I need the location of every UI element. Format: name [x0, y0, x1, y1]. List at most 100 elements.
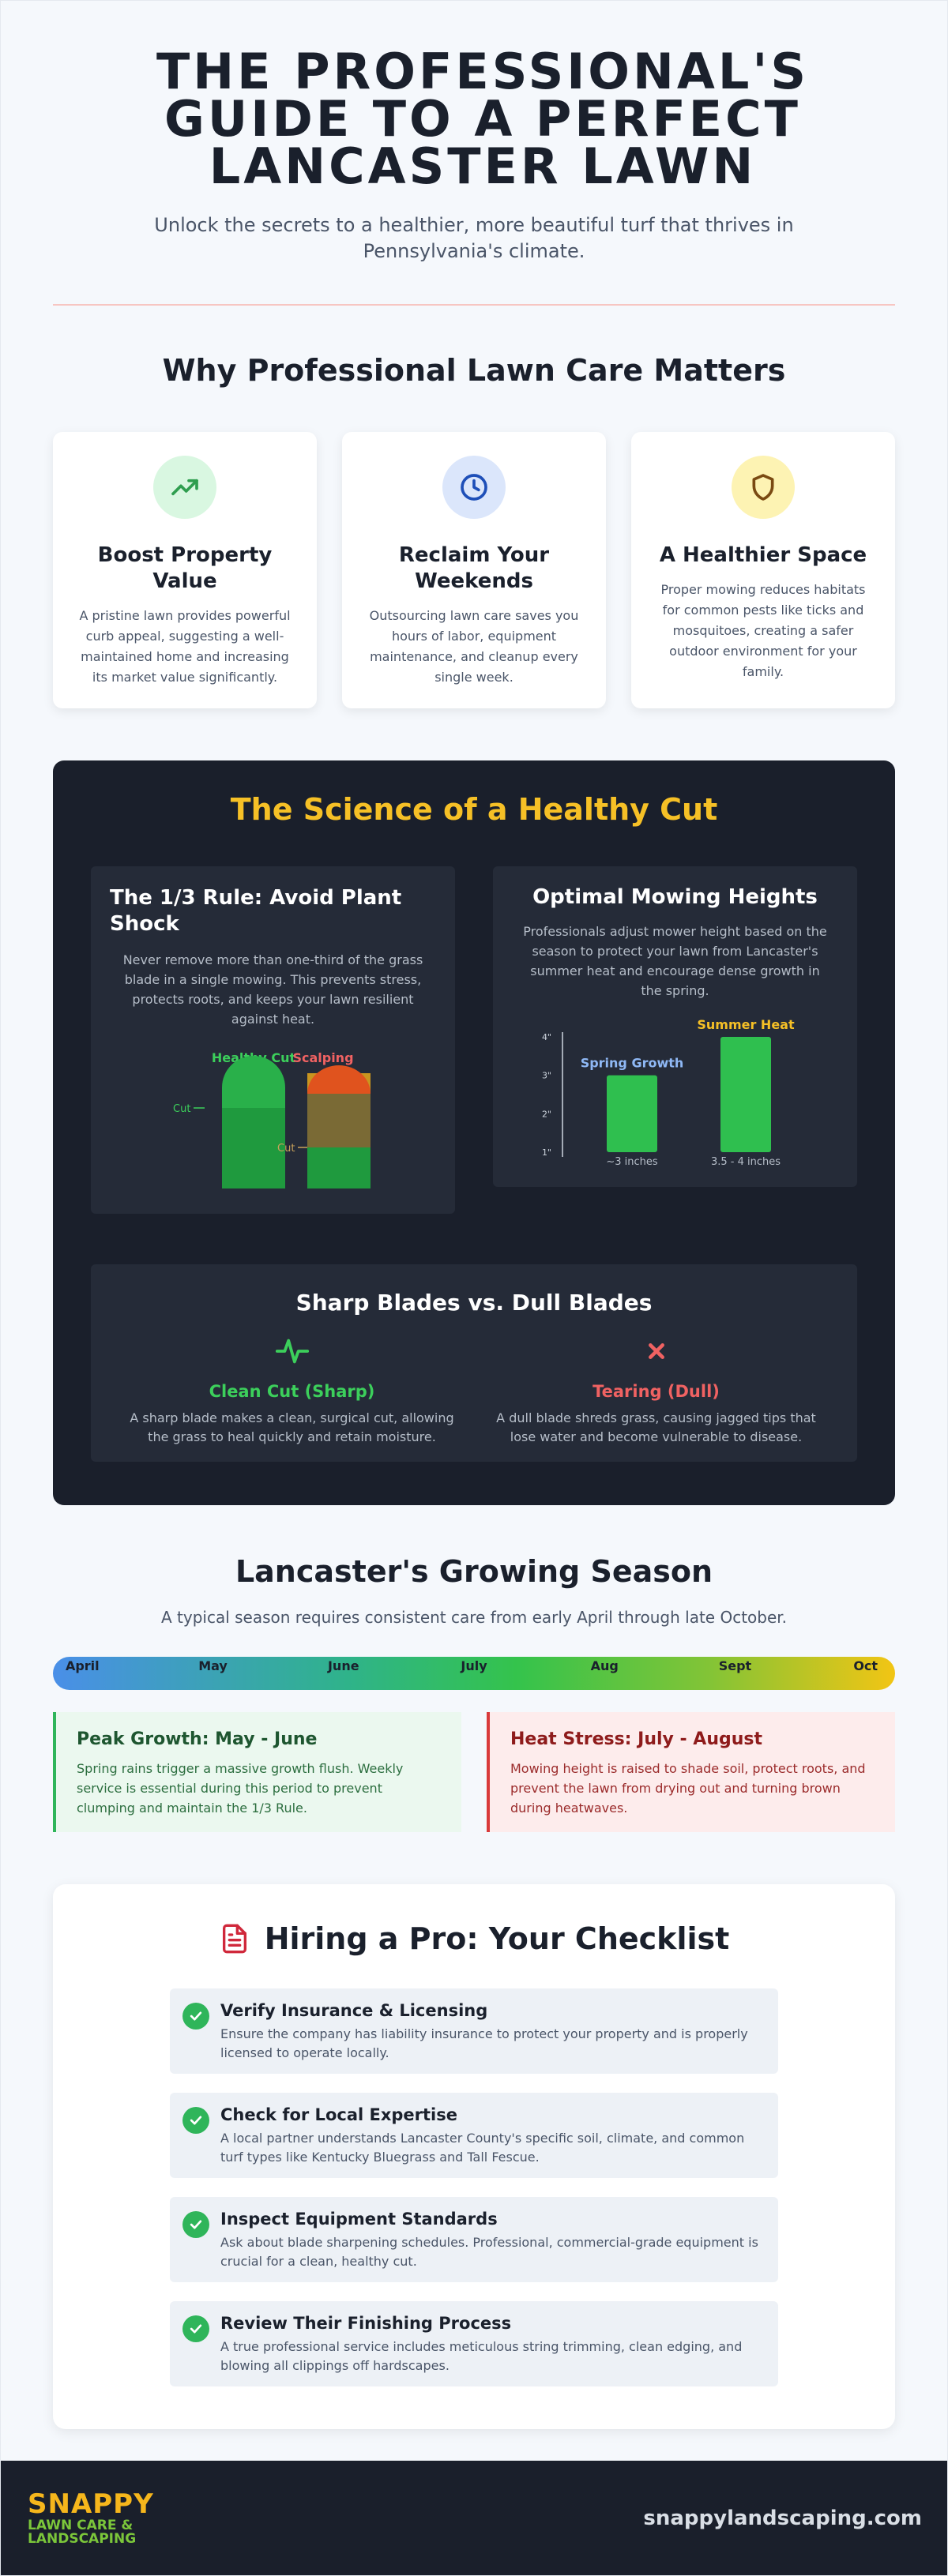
- heat-text: Mowing height is raised to shade soil, p…: [510, 1761, 866, 1816]
- logo-line: LANDSCAPING: [28, 2530, 137, 2547]
- sharp-text: A sharp blade makes a clean, surgical cu…: [130, 1410, 454, 1444]
- month-label: July: [461, 1658, 487, 1673]
- sharp-title: Clean Cut (Sharp): [209, 1382, 375, 1401]
- dull-blade-column: Tearing (Dull) A dull blade shreds grass…: [474, 1333, 838, 1447]
- footer: SNAPPY LAWN CARE & LANDSCAPING snappylan…: [1, 2461, 947, 2575]
- bar-value-label: ~3 inches: [606, 1156, 658, 1168]
- benefit-text: Outsourcing lawn care saves you hours of…: [369, 608, 579, 685]
- scalped-removed: [307, 1094, 371, 1147]
- dull-text: A dull blade shreds grass, causing jagge…: [496, 1410, 816, 1444]
- clock-icon: [442, 456, 506, 519]
- heat-stress-card: Heat Stress: July - August Mowing height…: [487, 1712, 895, 1832]
- trending-up-icon: [153, 456, 216, 519]
- season-title: Lancaster's Growing Season: [235, 1554, 713, 1589]
- checklist-item: Review Their Finishing Process A true pr…: [170, 2301, 778, 2386]
- season-subtitle: A typical season requires consistent car…: [160, 1608, 788, 1627]
- y-tick-label: 1": [542, 1147, 551, 1158]
- checklist-item-title: Review Their Finishing Process: [220, 2314, 512, 2333]
- peak-title: Peak Growth: May - June: [77, 1729, 318, 1749]
- checklist-item: Verify Insurance & Licensing Ensure the …: [170, 1988, 778, 2074]
- checklist-item-title: Verify Insurance & Licensing: [220, 2001, 488, 2020]
- shield-icon: [732, 456, 795, 519]
- heat-title: Heat Stress: July - August: [510, 1729, 763, 1749]
- scalped-top: [307, 1065, 371, 1094]
- checklist-items: Verify Insurance & Licensing Ensure the …: [170, 1988, 778, 2386]
- benefit-title: A Healthier Space: [659, 543, 867, 567]
- divider: [53, 304, 895, 306]
- hero: THE PROFESSIONAL'S GUIDE TO A PERFECT LA…: [1, 1, 947, 265]
- scalped-remaining: [307, 1147, 371, 1188]
- season-timeline: April May June July Aug Sept Oct: [53, 1657, 895, 1690]
- checklist-item: Inspect Equipment Standards Ask about bl…: [170, 2197, 778, 2282]
- scalping-label: Scalping: [292, 1050, 353, 1065]
- page-title: THE PROFESSIONAL'S GUIDE TO A PERFECT LA…: [156, 43, 810, 195]
- website-link[interactable]: snappylandscaping.com: [643, 2506, 922, 2530]
- blades-panel: Sharp Blades vs. Dull Blades Clean Cut (…: [91, 1264, 857, 1462]
- mowing-heights-panel: Optimal Mowing Heights Professionals adj…: [493, 866, 857, 1187]
- benefit-card: Boost Property Value A pristine lawn pro…: [53, 432, 317, 708]
- pulse-icon: [275, 1339, 309, 1364]
- x-icon: [648, 1343, 664, 1359]
- height-bar: [720, 1037, 771, 1152]
- why-title: Why Professional Lawn Care Matters: [162, 353, 786, 388]
- benefit-text: Proper mowing reduces habitats for commo…: [660, 582, 866, 679]
- blades-title: Sharp Blades vs. Dull Blades: [295, 1290, 653, 1316]
- mowing-height-chart: 1" 2" 3" 4" Spring Growth ~3 inches Summer Hea…: [542, 1017, 795, 1168]
- check-icon: [182, 2107, 209, 2134]
- benefit-text: A pristine lawn provides powerful curb a…: [79, 608, 291, 685]
- checklist-item-text: Ask about blade sharpening schedules. Pr…: [220, 2235, 758, 2269]
- month-label: June: [327, 1658, 359, 1673]
- healthy-remaining: [222, 1108, 285, 1188]
- checklist-section: Hiring a Pro: Your Checklist Verify Insu…: [53, 1884, 895, 2429]
- peak-text: Spring rains trigger a massive growth fl…: [77, 1761, 404, 1816]
- benefit-card: Reclaim Your Weekends Outsourcing lawn c…: [342, 432, 606, 708]
- checklist-item-text: Ensure the company has liability insuran…: [220, 2026, 748, 2060]
- benefit-title: Boost Property Value: [97, 543, 273, 593]
- heights-title: Optimal Mowing Heights: [532, 885, 818, 909]
- benefit-card: A Healthier Space Proper mowing reduces …: [631, 432, 895, 708]
- month-label: Sept: [718, 1658, 752, 1673]
- check-icon: [182, 2315, 209, 2342]
- rule-title: The 1/3 Rule: Avoid Plant Shock: [110, 886, 402, 936]
- checklist-heading: Hiring a Pro: Your Checklist: [53, 1921, 895, 1957]
- month-label: May: [198, 1658, 228, 1673]
- cut-line-label: Cut: [173, 1103, 190, 1115]
- peak-growth-card: Peak Growth: May - June Spring rains tri…: [53, 1712, 461, 1832]
- checklist-item: Check for Local Expertise A local partne…: [170, 2093, 778, 2178]
- month-label: Oct: [853, 1658, 878, 1673]
- bar-category-label: Spring Growth: [581, 1056, 684, 1071]
- checklist-item-text: A true professional service includes met…: [220, 2339, 743, 2373]
- benefit-title: Reclaim Your Weekends: [398, 543, 550, 593]
- dull-title: Tearing (Dull): [592, 1382, 720, 1401]
- logo-line: LAWN CARE &: [28, 2517, 134, 2533]
- science-title: The Science of a Healthy Cut: [230, 792, 718, 827]
- checklist-item-title: Inspect Equipment Standards: [220, 2210, 498, 2229]
- checklist-item-text: A local partner understands Lancaster Co…: [220, 2131, 745, 2165]
- checklist-item-title: Check for Local Expertise: [220, 2105, 457, 2124]
- y-tick-label: 2": [542, 1109, 551, 1119]
- bar-category-label: Summer Heat: [697, 1017, 795, 1032]
- month-label: Aug: [590, 1658, 619, 1673]
- height-bar: [607, 1075, 657, 1152]
- sharp-blade-column: Clean Cut (Sharp) A sharp blade makes a …: [110, 1333, 474, 1447]
- check-icon: [182, 2003, 209, 2030]
- science-section: The Science of a Healthy Cut The 1/3 Rul…: [53, 760, 895, 1505]
- page-subtitle: Unlock the secrets to a healthier, more …: [154, 214, 794, 262]
- bar-value-label: 3.5 - 4 inches: [711, 1156, 781, 1168]
- season-cards: Peak Growth: May - June Spring rains tri…: [53, 1712, 895, 1832]
- y-tick-label: 3": [542, 1071, 551, 1081]
- logo-line: SNAPPY: [28, 2488, 154, 2520]
- month-label: April: [65, 1658, 100, 1673]
- grass-cut-illustration: Healthy Cut Scalping Cut Cut: [173, 1050, 371, 1188]
- heights-text: Professionals adjust mower height based …: [523, 924, 827, 998]
- one-third-rule-panel: The 1/3 Rule: Avoid Plant Shock Never re…: [91, 866, 455, 1214]
- benefit-cards: Boost Property Value A pristine lawn pro…: [53, 432, 895, 708]
- check-icon: [182, 2211, 209, 2238]
- rule-text: Never remove more than one-third of the …: [122, 952, 423, 1027]
- document-icon: [222, 1924, 246, 1954]
- checklist-title: Hiring a Pro: Your Checklist: [264, 1921, 730, 1956]
- cut-line-label: Cut: [277, 1143, 295, 1155]
- y-tick-label: 4": [542, 1032, 551, 1042]
- company-logo[interactable]: SNAPPY LAWN CARE & LANDSCAPING: [28, 2491, 154, 2546]
